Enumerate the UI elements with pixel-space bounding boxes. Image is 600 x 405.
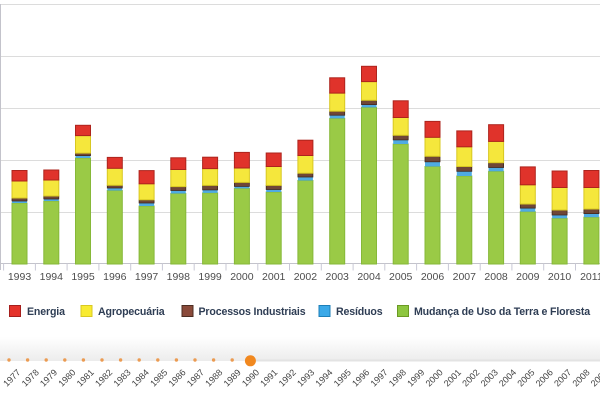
- svg-text:1998: 1998: [167, 271, 191, 283]
- svg-text:2010: 2010: [548, 271, 572, 283]
- svg-text:1996: 1996: [103, 271, 127, 283]
- svg-text:2000: 2000: [230, 271, 254, 283]
- svg-text:2001: 2001: [262, 271, 286, 283]
- svg-text:2004: 2004: [357, 271, 381, 283]
- svg-text:Processos Industriais: Processos Industriais: [199, 306, 306, 318]
- svg-text:2006: 2006: [421, 271, 445, 283]
- svg-text:2003: 2003: [326, 271, 350, 283]
- svg-text:1995: 1995: [71, 271, 95, 283]
- svg-text:2002: 2002: [294, 271, 318, 283]
- svg-text:Energia: Energia: [27, 306, 65, 318]
- svg-text:2009: 2009: [516, 271, 540, 283]
- svg-text:2011: 2011: [580, 271, 600, 283]
- svg-text:2008: 2008: [484, 271, 508, 283]
- svg-text:Resíduos: Resíduos: [336, 306, 383, 318]
- svg-text:1999: 1999: [198, 271, 222, 283]
- svg-text:2007: 2007: [453, 271, 477, 283]
- svg-text:Agropecuária: Agropecuária: [98, 306, 165, 318]
- svg-text:2005: 2005: [389, 271, 413, 283]
- svg-text:1997: 1997: [135, 271, 159, 283]
- svg-text:Mudança de Uso da Terra e Flor: Mudança de Uso da Terra e Floresta: [414, 306, 590, 318]
- svg-text:1993: 1993: [8, 271, 32, 283]
- svg-text:2009: 2009: [589, 367, 600, 388]
- svg-text:1994: 1994: [40, 271, 64, 283]
